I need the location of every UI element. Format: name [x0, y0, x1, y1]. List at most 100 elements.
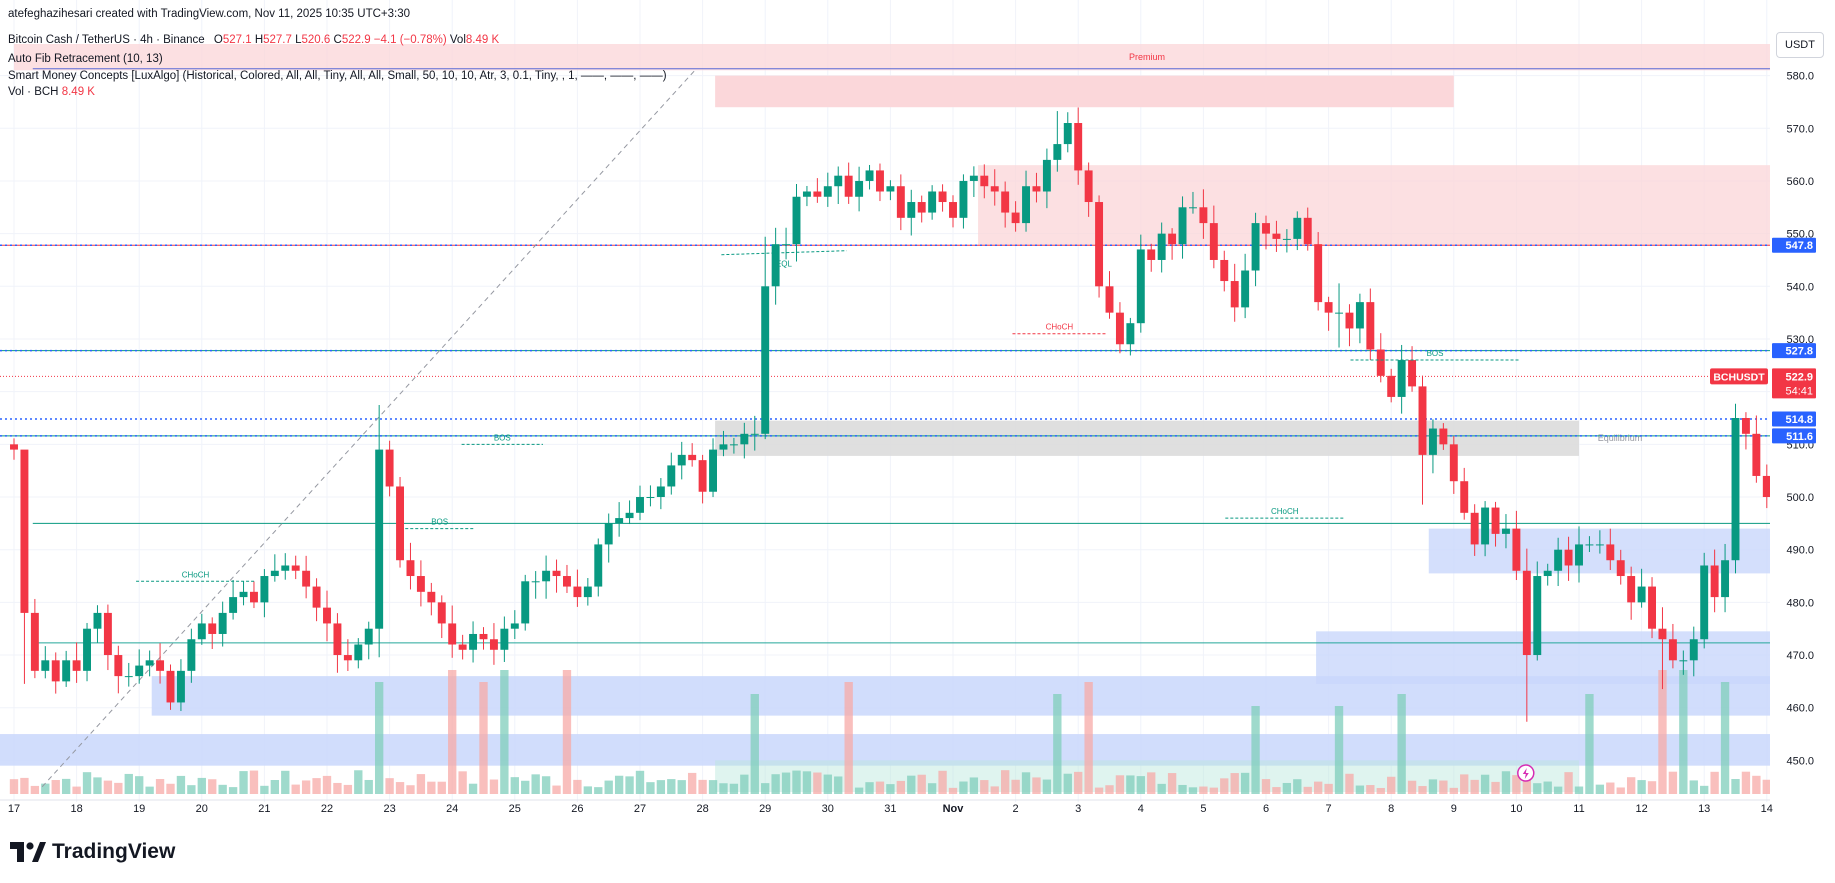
- candle-body: [1335, 312, 1343, 314]
- volume-bar: [1230, 773, 1239, 794]
- volume-bar: [1543, 781, 1552, 794]
- volume-bar: [886, 784, 895, 794]
- volume-bar: [1637, 780, 1646, 794]
- volume-bar: [1626, 777, 1636, 794]
- candle-body: [823, 186, 832, 197]
- candle-body: [949, 202, 957, 218]
- y-tick-label: 570.0: [1786, 123, 1814, 135]
- volume-bar: [448, 670, 457, 794]
- volume-bar: [1731, 779, 1740, 794]
- countdown-text: 54:41: [1785, 385, 1813, 397]
- candle-body: [1366, 302, 1375, 350]
- volume-bar: [1710, 771, 1719, 794]
- volume-bar: [1439, 780, 1448, 794]
- candle-body: [1199, 207, 1208, 224]
- indicator-volume[interactable]: Vol · BCH 8.49 K: [8, 86, 95, 98]
- price-label-tag: [1772, 343, 1816, 359]
- candle-body: [406, 560, 415, 577]
- symbol-legend[interactable]: Bitcoin Cash / TetherUS · 4h · Binance O…: [8, 34, 499, 46]
- price-label-text: 514.8: [1785, 414, 1813, 426]
- volume-bar: [218, 784, 227, 794]
- volume-bar: [416, 774, 426, 794]
- candle-body: [1741, 418, 1750, 434]
- volume-bar: [82, 772, 92, 794]
- volume-bar: [1042, 779, 1052, 794]
- currency-button[interactable]: USDT: [1776, 32, 1824, 58]
- candle-body: [802, 191, 811, 197]
- volume-bar: [813, 772, 822, 794]
- tradingview-logo[interactable]: TradingView: [10, 840, 175, 864]
- candle-body: [396, 486, 404, 561]
- volume-bar: [468, 783, 478, 794]
- volume-bar: [197, 777, 206, 794]
- price-labels: 547.8 527.8 514.8 511.6 BCHUSDT 522.9 54:41: [1710, 237, 1816, 444]
- volume-bar: [583, 786, 593, 794]
- x-tick-label: 13: [1698, 803, 1710, 815]
- candle-body: [1262, 223, 1270, 234]
- candle-body: [771, 244, 780, 287]
- candle-body: [343, 655, 352, 661]
- candle-body: [886, 186, 895, 192]
- candle-body: [1178, 207, 1187, 245]
- x-tick-label: 7: [1326, 803, 1332, 815]
- volume-bar: [1606, 782, 1615, 794]
- candle-body: [1105, 286, 1114, 313]
- x-tick-label: 17: [8, 803, 20, 815]
- volume-bar: [20, 777, 29, 794]
- volume-bar: [1501, 771, 1511, 794]
- candle-body: [375, 449, 384, 629]
- x-tick-label: 14: [1761, 803, 1773, 815]
- x-tick-label: 9: [1451, 803, 1457, 815]
- candle-body: [1533, 576, 1542, 656]
- time-axis[interactable]: 17 18 19 20 21 22 23 24 25 26 27 28 29 30 31 Nov 2 3 4 5 6 7 8…: [0, 799, 1773, 815]
- volume-bar: [1324, 783, 1333, 794]
- indicator-smc[interactable]: Smart Money Concepts [LuxAlgo] (Historic…: [8, 70, 667, 82]
- premium-zone: [14, 44, 1770, 71]
- x-tick-label: 10: [1510, 803, 1522, 815]
- volume-bar: [1199, 786, 1208, 794]
- volume-bar: [343, 784, 353, 794]
- volume-bar: [677, 780, 686, 794]
- volume-bar: [625, 776, 634, 794]
- brand-name: TradingView: [52, 840, 176, 863]
- volume-bar: [333, 782, 342, 794]
- volume-bar: [1355, 785, 1365, 794]
- volume-bar: [1574, 786, 1584, 794]
- volume-bar: [750, 694, 759, 794]
- x-tick-label: 3: [1075, 803, 1081, 815]
- candle-body: [1470, 512, 1479, 545]
- volume-bar: [792, 770, 801, 794]
- candle-body: [260, 576, 269, 603]
- candle-body: [782, 244, 791, 246]
- volume-bar: [1063, 773, 1072, 794]
- candle-body: [500, 628, 509, 650]
- volume-bar: [802, 771, 812, 794]
- volume-bar: [1407, 780, 1417, 794]
- volume-bar: [1585, 694, 1594, 794]
- candle-body: [667, 465, 676, 487]
- candle-body: [1700, 565, 1709, 640]
- candle-body: [792, 196, 801, 245]
- smc-zones: Premium Equilibrium: [0, 44, 1771, 792]
- volume-bar: [1668, 771, 1678, 794]
- volume-bar: [291, 784, 300, 794]
- volume-bar: [594, 787, 603, 794]
- indicator-fib[interactable]: Auto Fib Retracement (10, 13): [8, 53, 163, 65]
- candle-body: [1449, 444, 1458, 482]
- candle-body: [1157, 233, 1166, 260]
- structure-label: BOS: [1427, 349, 1444, 358]
- x-tick-label: 25: [509, 803, 521, 815]
- candle-body: [542, 570, 551, 582]
- volume-bar: [927, 783, 937, 794]
- candle-body: [197, 623, 206, 640]
- candle-body: [834, 175, 843, 187]
- volume-bar: [1303, 786, 1312, 794]
- candle-body: [1355, 302, 1364, 329]
- candle-body: [1721, 560, 1730, 598]
- volume-bar: [51, 780, 60, 794]
- structure-label: BOS: [494, 433, 511, 442]
- candle-body: [1220, 259, 1229, 282]
- volume-bar: [176, 775, 186, 794]
- candle-body: [291, 565, 300, 571]
